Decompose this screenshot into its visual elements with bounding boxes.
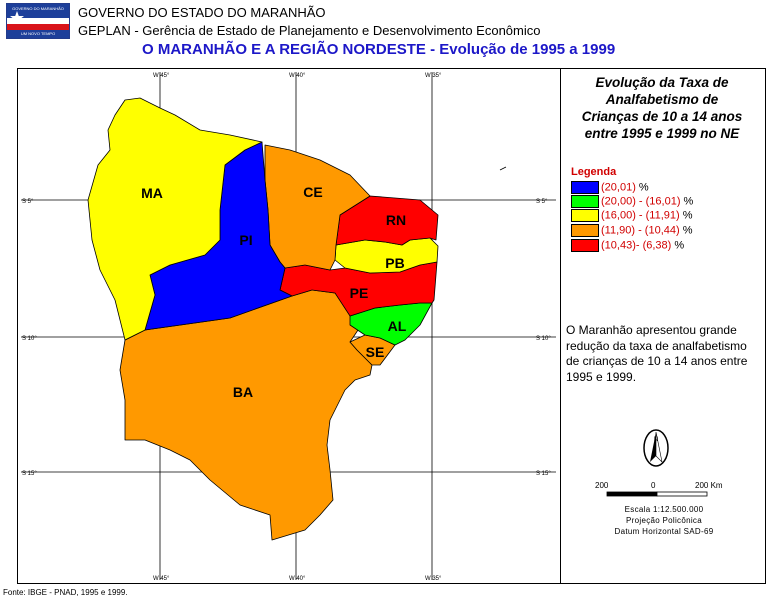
legend-label: (11,90) - (10,44) xyxy=(601,224,680,237)
label-PI: PI xyxy=(239,232,252,248)
map-main-title: O MARANHÃO E A REGIÃO NORDESTE - Evoluçã… xyxy=(142,41,616,58)
header-line-2: GEPLAN - Gerência de Estado de Planejame… xyxy=(78,23,541,38)
coord-top-40: W 40° xyxy=(289,73,306,79)
legend-row: (20,01) % xyxy=(571,181,649,194)
side-title-line-4: entre 1995 e 1999 no NE xyxy=(584,126,740,141)
side-panel-frame xyxy=(559,68,766,584)
legend-label: (16,00) - (11,91) xyxy=(601,209,680,222)
logo-top-text: GOVERNO DO MARANHÃO xyxy=(12,6,64,11)
label-AL: AL xyxy=(388,318,407,334)
scale-projection: Projeção Policônica xyxy=(626,516,702,525)
legend-swatch-yellow xyxy=(571,209,599,222)
legend-row: (16,00) - (11,91) % xyxy=(571,209,693,222)
label-MA: MA xyxy=(141,185,163,201)
legend-row: (11,90) - (10,44) % xyxy=(571,224,693,237)
legend-swatch-green xyxy=(571,195,599,208)
state-RN xyxy=(335,195,439,246)
coord-top-45: W 45° xyxy=(153,73,170,79)
legend-swatch-orange xyxy=(571,224,599,237)
legend-title: Legenda xyxy=(571,166,617,178)
scale-tick-left: 200 xyxy=(595,481,609,490)
analysis-note: O Maranhão apresentou grande redução da … xyxy=(566,323,748,384)
scale-tick-right: 200 Km xyxy=(695,481,723,490)
coord-right-10: S 10° xyxy=(536,336,551,342)
coord-right-15: S 15° xyxy=(536,471,551,477)
logo-blue-band xyxy=(7,4,69,18)
state-MA xyxy=(87,97,263,341)
legend-row: (20,00) - (16,01) % xyxy=(571,195,693,208)
scale-info: Escala 1:12.500.000 Projeção Policônica … xyxy=(566,504,762,537)
coord-left-15: S 15° xyxy=(22,471,37,477)
label-PB: PB xyxy=(385,255,404,271)
label-PE: PE xyxy=(350,285,369,301)
header-line-1: GOVERNO DO ESTADO DO MARANHÃO xyxy=(78,5,326,20)
scale-ratio: Escala 1:12.500.000 xyxy=(624,505,704,514)
map-frame xyxy=(17,68,561,584)
coord-left-10: S 10° xyxy=(22,336,37,342)
north-arrow-icon: N xyxy=(643,429,669,467)
label-BA: BA xyxy=(233,384,253,400)
source-note: Fonte: IBGE - PNAD, 1995 e 1999. xyxy=(3,588,128,597)
coord-left-5: S 5° xyxy=(22,199,34,205)
coord-right-5: S 5° xyxy=(536,199,548,205)
legend-suffix: % xyxy=(682,209,693,222)
government-logo: GOVERNO DO MARANHÃO UM NOVO TEMPO xyxy=(6,3,70,39)
side-title-line-1: Evolução da Taxa de xyxy=(595,75,729,90)
label-RN: RN xyxy=(386,212,406,228)
side-title-line-2: Analfabetismo de xyxy=(605,92,719,107)
side-title-line-3: Crianças de 10 a 14 anos xyxy=(581,109,743,124)
legend-swatch-blue xyxy=(571,181,599,194)
legend-label: (20,01) xyxy=(601,181,636,194)
legend-suffix: % xyxy=(682,224,693,237)
scale-bar xyxy=(606,491,708,497)
legend-row: (10,43)- (6,38) % xyxy=(571,239,684,252)
legend-label: (20,00) - (16,01) xyxy=(601,195,681,208)
label-CE: CE xyxy=(303,184,322,200)
legend-suffix: % xyxy=(683,195,694,208)
coord-top-35: W 35° xyxy=(425,73,442,79)
star-icon xyxy=(10,11,24,25)
scale-datum: Datum Horizontal SAD-69 xyxy=(614,527,714,536)
side-title: Evolução da Taxa de Analfabetismo de Cri… xyxy=(562,74,762,142)
legend-swatch-red xyxy=(571,239,599,252)
legend-suffix: % xyxy=(638,181,649,194)
legend-suffix: % xyxy=(674,239,685,252)
label-SE: SE xyxy=(366,344,385,360)
scale-tick-zero: 0 xyxy=(651,481,656,490)
coord-bottom-40: W 40° xyxy=(289,576,306,582)
logo-bottom-text: UM NOVO TEMPO xyxy=(7,30,69,38)
coord-bottom-45: W 45° xyxy=(153,576,170,582)
northeast-map: MA PI CE RN PB PE AL SE BA W 45° W 40° W… xyxy=(21,72,556,582)
north-arrow-letter: N xyxy=(654,437,658,443)
legend-label: (10,43)- (6,38) xyxy=(601,239,672,252)
coord-bottom-35: W 35° xyxy=(425,576,442,582)
